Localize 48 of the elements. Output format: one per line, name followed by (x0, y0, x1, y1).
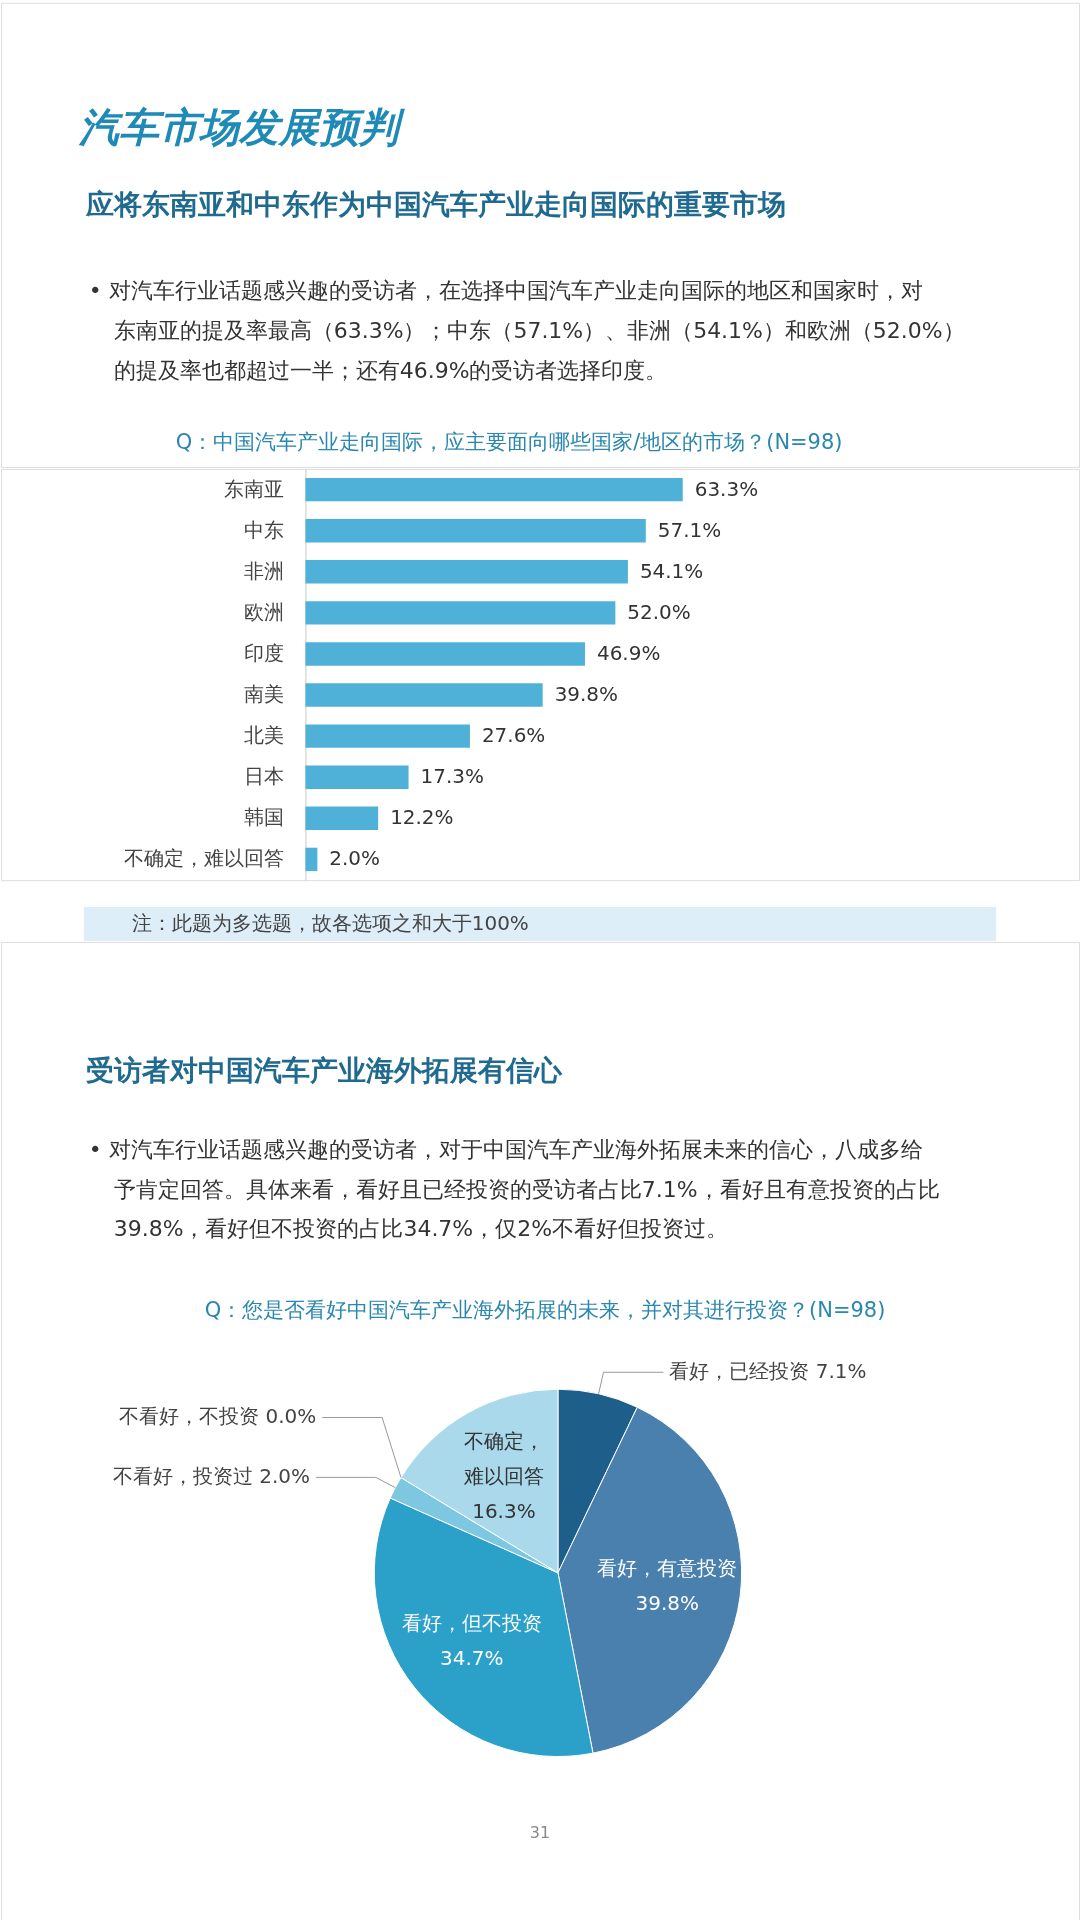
y-tick-label: 印度 (243, 640, 284, 665)
data-label: 2.0% (329, 846, 381, 871)
bar (305, 683, 543, 707)
slice-label: 看好，已经投资 7.1% (669, 1359, 867, 1384)
bar (305, 724, 470, 748)
data-label: 63.3% (694, 476, 759, 501)
bar (305, 765, 409, 789)
chart-title: Q：中国汽车产业走向国际，应主要面向哪些国家/地区的市场？(N=98) (175, 429, 843, 454)
data-label: 54.1% (639, 558, 704, 583)
bar (305, 601, 616, 625)
y-tick-label: 中东 (243, 517, 284, 542)
text: 受访者对中国汽车产业海外拓展有信心 (85, 1053, 563, 1087)
data-label: 12.2% (390, 805, 454, 830)
chart-title: Q：您是否看好中国汽车产业海外拓展的未来，并对其进行投资？(N=98) (204, 1298, 886, 1323)
bar (305, 560, 628, 584)
bar (305, 806, 379, 831)
y-tick-label: 欧洲 (243, 599, 284, 624)
slice-label: 看好，有意投资 (597, 1556, 738, 1581)
slice-label: 不看好，投资过 2.0% (112, 1464, 310, 1489)
text: • 对汽车行业话题感兴趣的受访者，在选择中国汽车产业走向国际的地区和国家时，对东南亚的提及率最高（63.3%）；中东（57.1%）、非洲（54.1%）和欧洲（52.0%）的提及率也都超过一半；还有46.9%的受访者选择印度。 (88, 278, 965, 384)
data-label: 16.3% (472, 1498, 536, 1523)
data-label: 34.7% (439, 1645, 504, 1670)
slice-label: 看好，但不投资 (401, 1610, 542, 1635)
y-tick-label: 北美 (243, 723, 284, 748)
bar (305, 642, 585, 666)
text: 注：此题为多选题，故各选项之和大于100% (131, 911, 529, 936)
data-label: 46.9% (596, 640, 661, 665)
data-label: 27.6% (481, 723, 546, 748)
text: • 对汽车行业话题感兴趣的受访者，对于中国汽车产业海外拓展未来的信心，八成多给予肯定回答。具体来看，看好且已经投资的受访者占比7.1%，看好且有意投资的占比39.8%，看好但不投资的占比34.7%，仅2%不看好但投资过。 (88, 1136, 940, 1242)
text: 31 (529, 1823, 551, 1843)
slice-label: 不确定，难以回答 (462, 1428, 544, 1488)
y-tick-label: 南美 (243, 682, 284, 707)
data-label: 57.1% (657, 517, 722, 542)
y-tick-label: 东南亚 (223, 476, 284, 501)
bar (305, 477, 683, 502)
text: 汽车市场发展预判 (77, 103, 405, 150)
bar (305, 519, 646, 543)
data-label: 39.8% (554, 682, 619, 707)
data-label: 52.0% (627, 599, 691, 624)
data-label: 17.3% (420, 764, 484, 789)
data-label: 39.8% (635, 1591, 699, 1616)
y-tick-label: 不确定，难以回答 (123, 846, 284, 871)
y-tick-label: 日本 (243, 764, 284, 789)
y-tick-label: 韩国 (243, 805, 284, 830)
category-label: 不看好，不投资 0.0% (119, 1404, 317, 1429)
bar (305, 847, 318, 872)
y-tick-label: 非洲 (243, 558, 284, 583)
text: 应将东南亚和中东作为中国汽车产业走向国际的重要市场 (84, 188, 786, 222)
